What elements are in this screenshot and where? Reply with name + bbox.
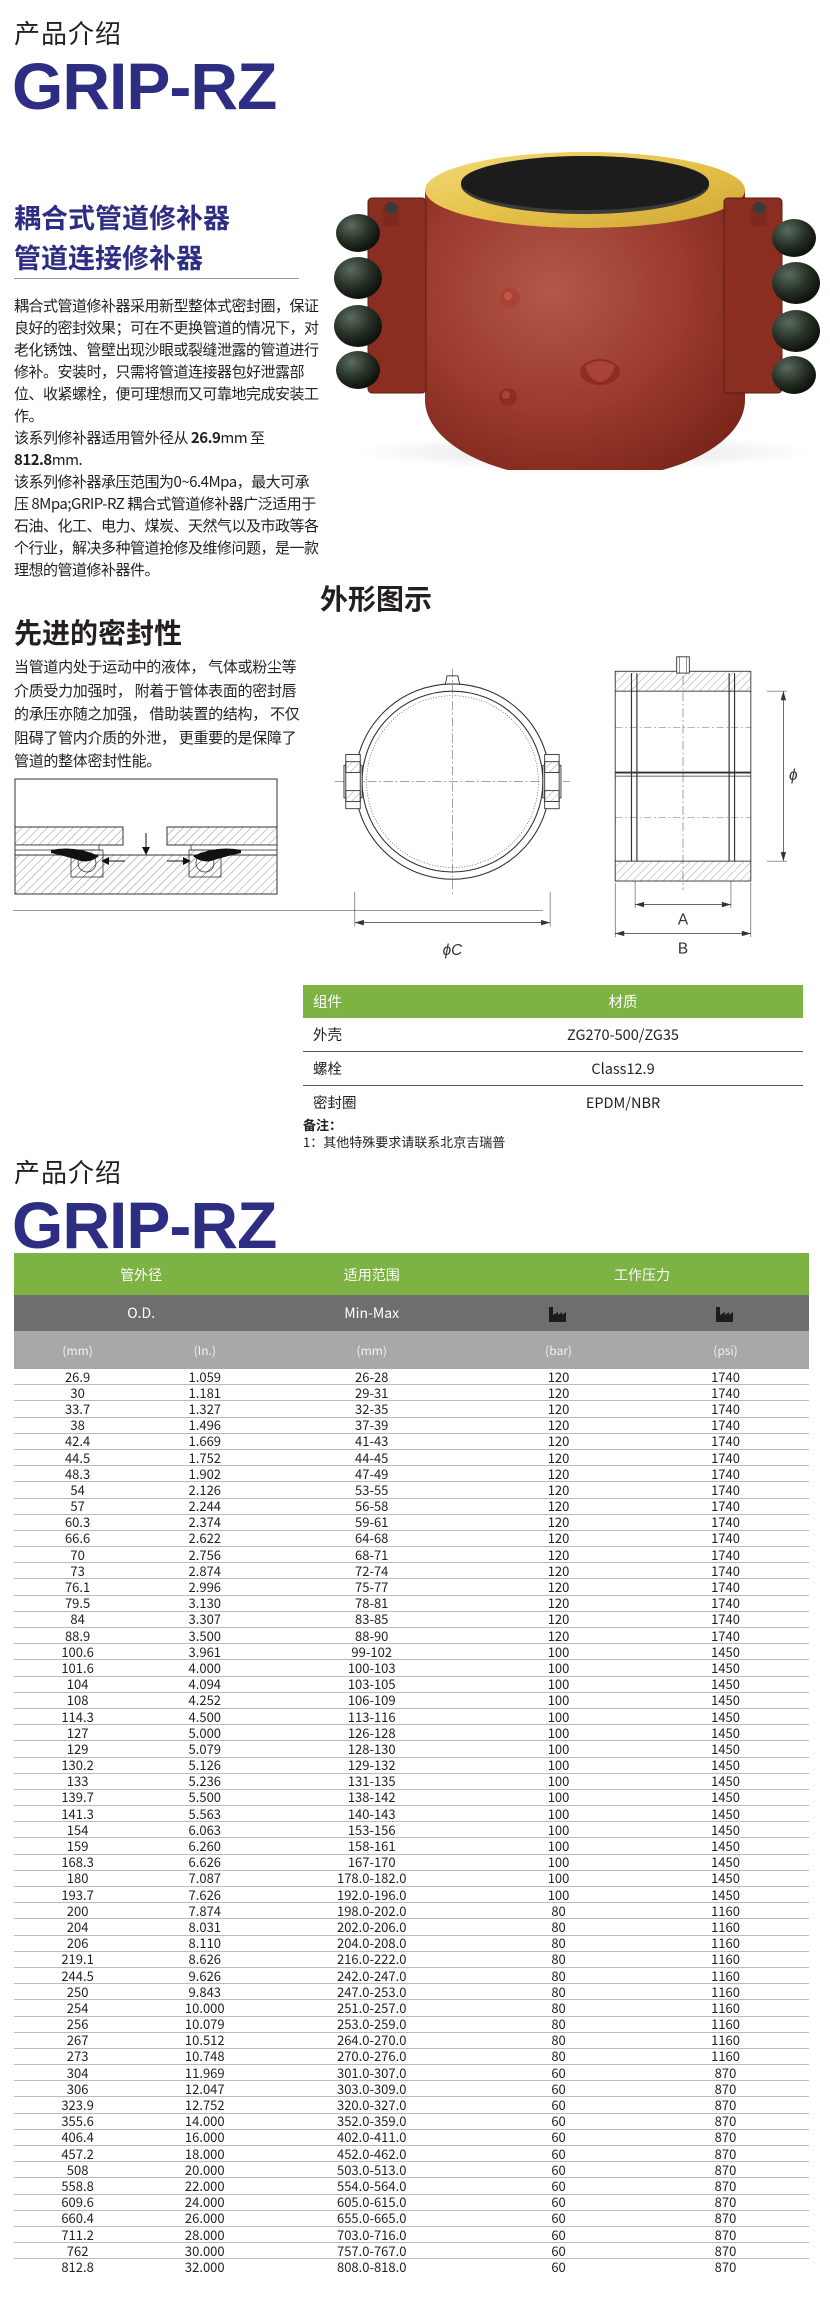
- svg-text:ϕ: ϕ: [789, 767, 798, 784]
- svg-text:B: B: [678, 940, 688, 957]
- svg-text:ϕC: ϕC: [443, 942, 464, 959]
- svg-text:A: A: [678, 911, 689, 928]
